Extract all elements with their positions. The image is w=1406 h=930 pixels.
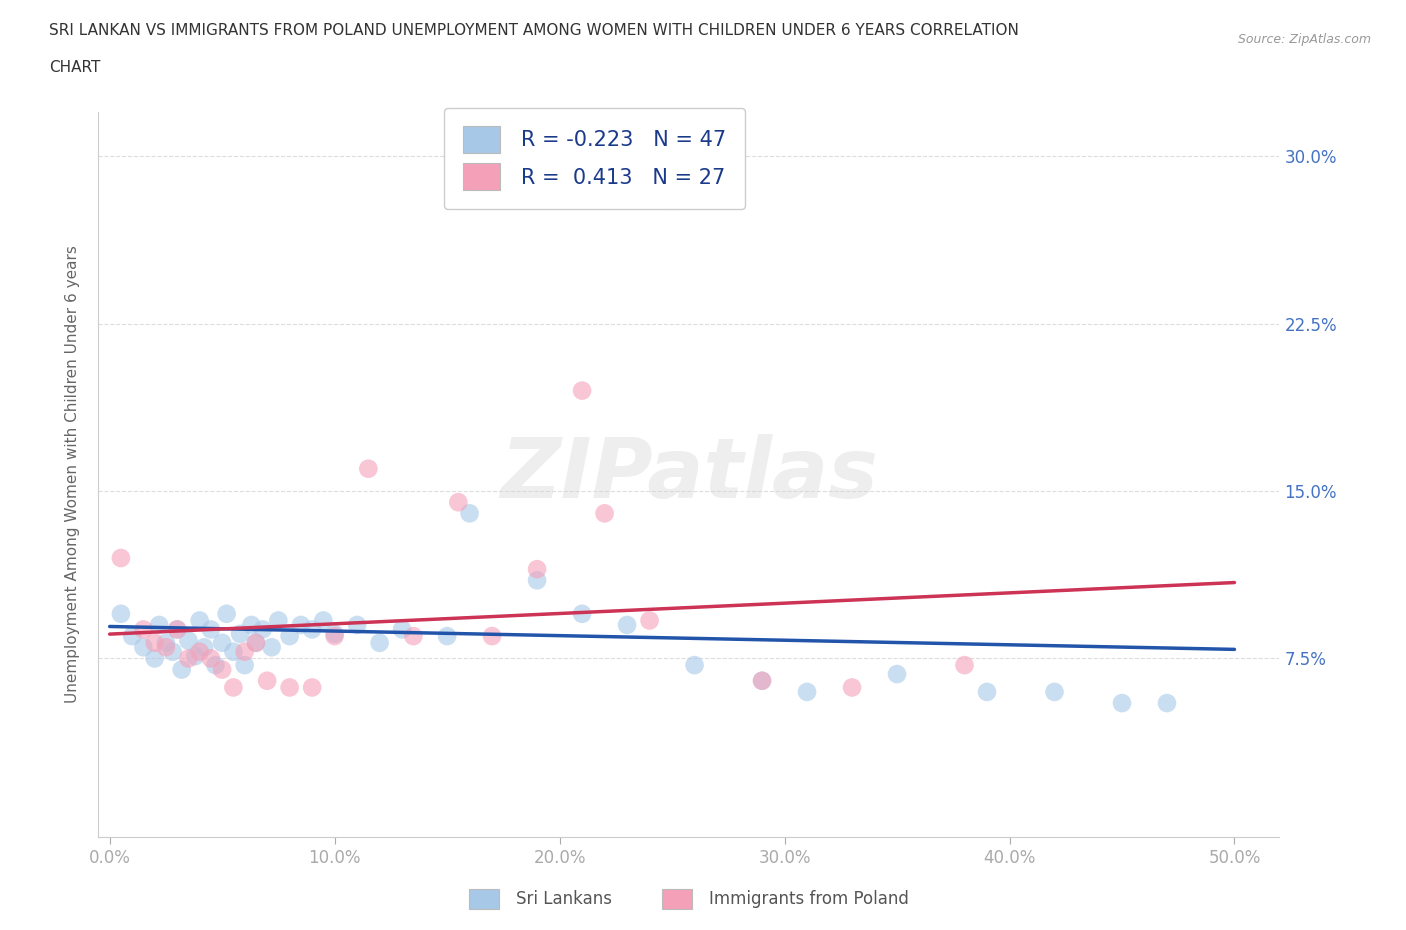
Point <box>841 680 863 695</box>
Point <box>188 613 211 628</box>
Point <box>177 633 200 648</box>
Point <box>166 622 188 637</box>
Point <box>132 640 155 655</box>
Point <box>526 573 548 588</box>
Text: ZIPatlas: ZIPatlas <box>501 433 877 515</box>
Point <box>215 606 238 621</box>
Point <box>143 635 166 650</box>
Point <box>240 618 263 632</box>
Point <box>132 622 155 637</box>
Point <box>233 658 256 672</box>
Text: Source: ZipAtlas.com: Source: ZipAtlas.com <box>1237 33 1371 46</box>
Point <box>301 680 323 695</box>
Point <box>1156 696 1178 711</box>
Point <box>638 613 661 628</box>
Point <box>233 644 256 659</box>
Point <box>155 635 177 650</box>
Point <box>391 622 413 637</box>
Point <box>256 673 278 688</box>
Point <box>436 629 458 644</box>
Point <box>204 658 226 672</box>
Point <box>323 627 346 642</box>
Point <box>148 618 170 632</box>
Y-axis label: Unemployment Among Women with Children Under 6 years: Unemployment Among Women with Children U… <box>65 246 80 703</box>
Point <box>616 618 638 632</box>
Point <box>143 651 166 666</box>
Point <box>229 627 252 642</box>
Point <box>222 644 245 659</box>
Point <box>184 649 207 664</box>
Point <box>200 622 222 637</box>
Point <box>110 551 132 565</box>
Legend: Sri Lankans, Immigrants from Poland: Sri Lankans, Immigrants from Poland <box>463 882 915 916</box>
Point <box>252 622 274 637</box>
Text: SRI LANKAN VS IMMIGRANTS FROM POLAND UNEMPLOYMENT AMONG WOMEN WITH CHILDREN UNDE: SRI LANKAN VS IMMIGRANTS FROM POLAND UNE… <box>49 23 1019 38</box>
Text: CHART: CHART <box>49 60 101 75</box>
Point <box>110 606 132 621</box>
Point <box>683 658 706 672</box>
Point <box>200 651 222 666</box>
Point <box>323 629 346 644</box>
Point <box>1043 684 1066 699</box>
Point <box>211 662 233 677</box>
Point <box>886 667 908 682</box>
Point <box>481 629 503 644</box>
Point <box>751 673 773 688</box>
Point <box>312 613 335 628</box>
Point <box>170 662 193 677</box>
Point <box>267 613 290 628</box>
Point <box>953 658 976 672</box>
Point <box>346 618 368 632</box>
Point <box>526 562 548 577</box>
Point <box>193 640 215 655</box>
Point <box>368 635 391 650</box>
Point <box>447 495 470 510</box>
Point <box>661 193 683 208</box>
Point <box>245 635 267 650</box>
Point <box>290 618 312 632</box>
Point <box>188 644 211 659</box>
Point <box>751 673 773 688</box>
Point <box>357 461 380 476</box>
Point <box>571 383 593 398</box>
Point <box>402 629 425 644</box>
Point <box>245 635 267 650</box>
Point <box>278 680 301 695</box>
Point <box>278 629 301 644</box>
Point <box>211 635 233 650</box>
Point <box>976 684 998 699</box>
Point <box>222 680 245 695</box>
Point <box>1111 696 1133 711</box>
Point <box>121 629 143 644</box>
Point <box>166 622 188 637</box>
Point <box>155 640 177 655</box>
Point <box>162 644 184 659</box>
Point <box>593 506 616 521</box>
Point <box>571 606 593 621</box>
Point <box>796 684 818 699</box>
Point <box>458 506 481 521</box>
Point <box>301 622 323 637</box>
Point <box>260 640 283 655</box>
Point <box>177 651 200 666</box>
